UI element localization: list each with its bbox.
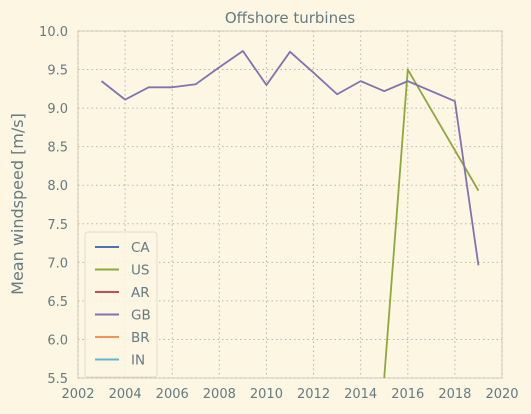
series-line-us bbox=[383, 68, 480, 378]
legend-label: BR bbox=[131, 330, 150, 346]
x-tick-label: 2014 bbox=[344, 387, 377, 402]
legend-label: CA bbox=[131, 240, 150, 256]
y-tick-label: 6.5 bbox=[47, 295, 68, 310]
x-tick-label: 2008 bbox=[203, 387, 236, 402]
y-tick-label: 7.5 bbox=[47, 218, 68, 233]
legend-label: GB bbox=[131, 308, 151, 324]
legend-box bbox=[84, 231, 158, 378]
y-tick-label: 6.0 bbox=[47, 333, 68, 348]
legend: CA US AR GB BR IN bbox=[84, 231, 158, 378]
series-line-gb bbox=[100, 50, 480, 266]
x-tick-label: 2018 bbox=[438, 387, 471, 402]
x-tick-label: 2012 bbox=[297, 387, 330, 402]
x-tick-label: 2010 bbox=[250, 387, 283, 402]
x-tick-label: 2006 bbox=[156, 387, 189, 402]
grid bbox=[77, 30, 503, 379]
x-tick-label: 2020 bbox=[485, 387, 518, 402]
y-tick-label: 9.5 bbox=[47, 64, 68, 79]
x-axis: 2002 2004 2006 2008 2010 2012 2014 2016 2018 2020 bbox=[61, 387, 518, 402]
y-tick-label: 7.0 bbox=[47, 256, 68, 271]
y-tick-label: 10.0 bbox=[39, 25, 68, 40]
y-tick-label: 5.5 bbox=[47, 372, 68, 387]
y-tick-label: 9.0 bbox=[47, 102, 68, 117]
legend-label: IN bbox=[131, 353, 145, 369]
legend-label: US bbox=[131, 263, 149, 279]
x-tick-label: 2016 bbox=[391, 387, 424, 402]
y-axis: 5.5 6.0 6.5 7.0 7.5 8.0 8.5 9.0 9.5 10.0 bbox=[39, 25, 68, 387]
legend-label: AR bbox=[131, 285, 150, 301]
chart-title: Offshore turbines bbox=[225, 9, 355, 27]
y-tick-label: 8.0 bbox=[47, 179, 68, 194]
x-tick-label: 2004 bbox=[109, 387, 142, 402]
series-lines bbox=[100, 50, 480, 378]
y-tick-label: 8.5 bbox=[47, 141, 68, 156]
y-axis-label: Mean windspeed [m/s] bbox=[8, 113, 27, 295]
x-tick-label: 2002 bbox=[61, 387, 94, 402]
